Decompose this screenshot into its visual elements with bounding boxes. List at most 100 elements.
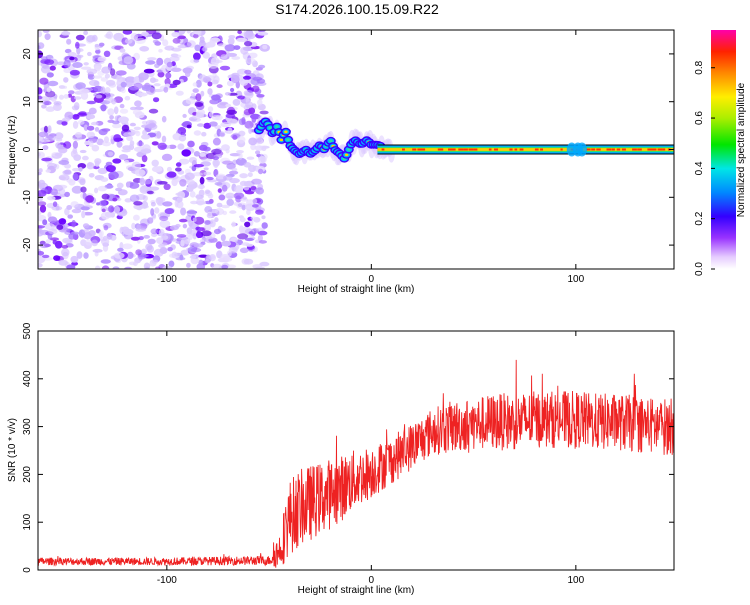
noise-blob — [160, 235, 169, 240]
noise-blob — [192, 232, 197, 240]
noise-blob — [143, 179, 152, 185]
noise-blob — [139, 177, 145, 186]
noise-blob — [47, 211, 52, 219]
noise-blob — [80, 66, 92, 70]
noise-blob — [206, 41, 216, 48]
noise-blob — [190, 200, 198, 205]
noise-blob — [133, 126, 141, 131]
noise-blob — [258, 168, 264, 175]
noise-blob — [254, 145, 264, 151]
noise-blob — [129, 140, 135, 147]
noise-blob — [174, 31, 180, 38]
track-band-peak — [647, 148, 654, 151]
noise-blob — [83, 124, 88, 131]
noise-blob — [177, 44, 188, 49]
noise-blob — [136, 224, 141, 230]
noise-blob — [254, 266, 266, 269]
noise-blob — [48, 228, 58, 235]
noise-blob — [245, 243, 254, 247]
noise-blob — [121, 124, 130, 132]
noise-blob — [39, 204, 47, 213]
noise-blob — [186, 124, 192, 129]
noise-blob — [138, 76, 145, 83]
noise-blob — [182, 113, 187, 118]
noise-blob — [246, 156, 255, 160]
noise-blob — [169, 56, 180, 62]
noise-blob — [241, 116, 246, 125]
noise-blob — [214, 181, 223, 186]
noise-blob — [109, 68, 116, 76]
noise-blob — [52, 103, 62, 111]
noise-blob — [80, 239, 87, 247]
track-band-peak — [509, 148, 513, 151]
snr-x-tick-label: 100 — [567, 575, 584, 586]
noise-blob — [79, 178, 86, 185]
snr-x-axis-label: Height of straight line (km) — [298, 585, 415, 596]
noise-blob — [38, 95, 43, 100]
noise-blob — [213, 228, 221, 235]
noise-blob — [245, 101, 254, 109]
noise-blob — [193, 52, 201, 61]
noise-blob — [123, 56, 134, 65]
noise-blob — [247, 172, 253, 178]
noise-blob — [244, 69, 252, 75]
noise-blob — [220, 121, 232, 128]
noise-blob — [68, 90, 75, 95]
noise-blob — [164, 83, 171, 88]
noise-blob — [55, 142, 61, 148]
noise-blob — [47, 80, 59, 87]
colorbar: 0.0 0.2 0.4 0.6 0.8 Normalized spectral ampl… — [694, 30, 747, 276]
noise-blob — [252, 204, 259, 208]
track-blob-core — [329, 139, 333, 143]
noise-blob — [161, 153, 173, 161]
track-band-peak — [560, 148, 563, 151]
noise-blob — [108, 171, 119, 180]
noise-blob — [224, 92, 231, 96]
noise-blob — [105, 161, 113, 167]
noise-blob — [151, 259, 159, 264]
noise-blob — [153, 97, 160, 103]
noise-blob — [226, 52, 238, 57]
noise-blob — [256, 94, 265, 98]
noise-blob — [124, 159, 129, 164]
noise-blob — [258, 30, 266, 33]
noise-blob — [38, 45, 41, 50]
noise-blob — [112, 266, 120, 269]
noise-blob — [38, 251, 45, 256]
track-band-peak — [657, 148, 663, 151]
noise-blob — [186, 227, 193, 235]
track-band-peak — [473, 148, 478, 151]
noise-blob — [186, 209, 197, 218]
noise-blob — [42, 254, 50, 259]
noise-blob — [53, 101, 62, 106]
noise-blob — [171, 251, 178, 259]
noise-blob — [185, 186, 194, 192]
spectrogram-y-tick-label: -10 — [22, 190, 33, 205]
track-blob-core — [286, 138, 290, 141]
noise-blob — [146, 190, 154, 195]
noise-blob — [101, 265, 110, 269]
noise-blob — [150, 228, 159, 235]
snr-y-tick-label: 100 — [22, 513, 33, 530]
noise-blob — [192, 88, 199, 93]
noise-blob — [163, 86, 169, 93]
noise-blob — [165, 72, 172, 79]
noise-blob — [136, 90, 142, 97]
noise-blob — [164, 78, 171, 86]
noise-blob — [102, 141, 111, 147]
noise-blob — [190, 247, 202, 253]
noise-blob — [45, 239, 52, 244]
noise-blob — [241, 204, 246, 211]
noise-blob — [197, 123, 205, 127]
noise-blob — [74, 132, 83, 138]
noise-blob — [256, 78, 266, 84]
spectrogram-x-axis-label: Height of straight line (km) — [298, 284, 415, 295]
noise-blob — [208, 61, 219, 69]
noise-blob — [179, 179, 187, 187]
noise-blob — [119, 108, 129, 114]
noise-blob — [175, 223, 181, 228]
noise-blob — [189, 191, 196, 198]
noise-blob — [130, 106, 137, 111]
noise-blob — [187, 140, 195, 148]
